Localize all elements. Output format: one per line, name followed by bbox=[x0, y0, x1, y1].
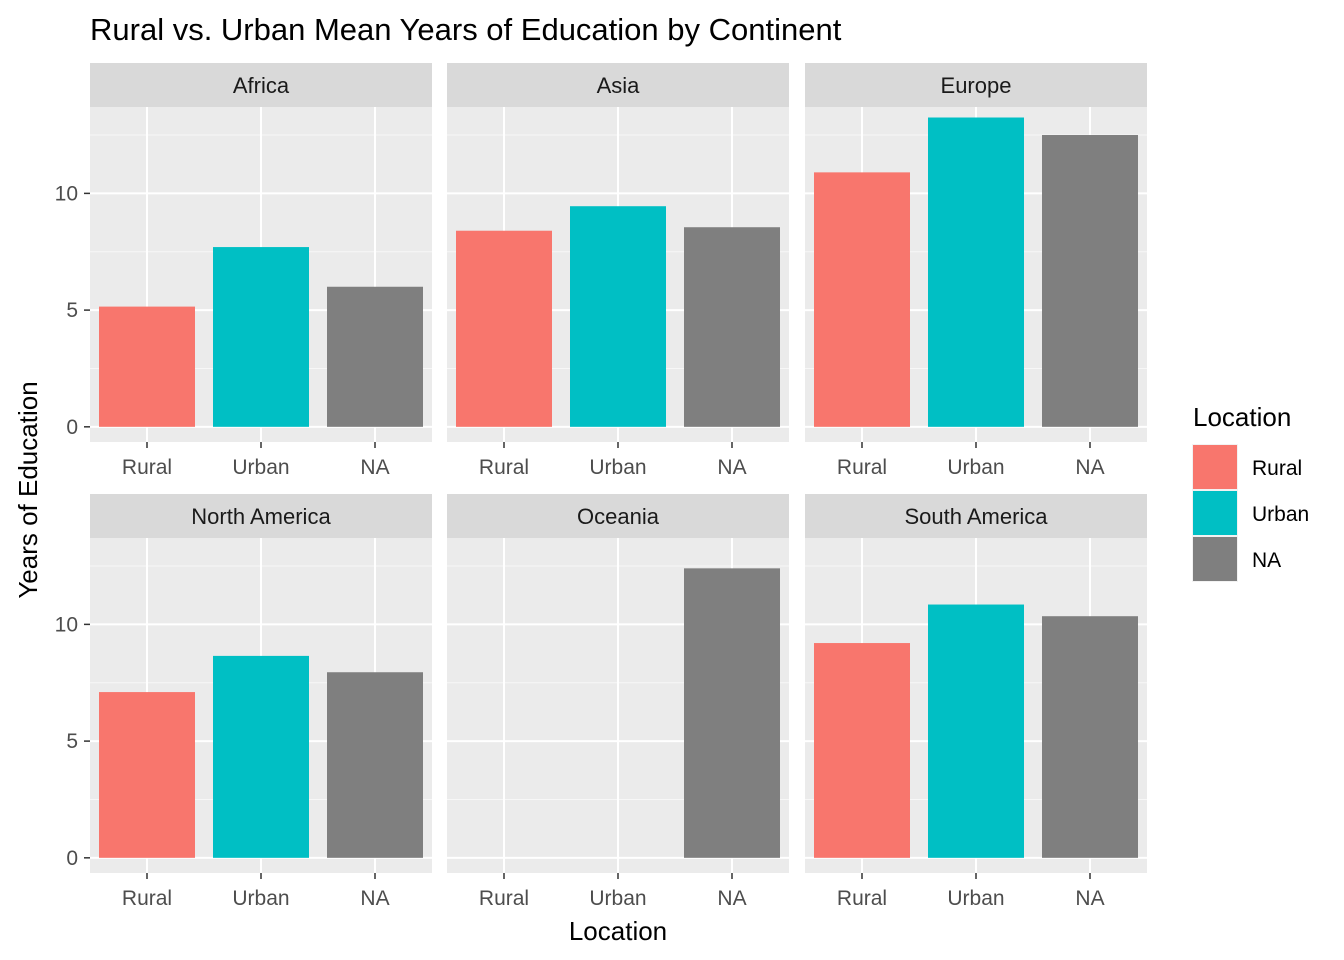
y-tick-label: 5 bbox=[66, 730, 78, 753]
bar-europe-urban bbox=[928, 117, 1024, 427]
x-tick-label: Rural bbox=[479, 456, 529, 479]
x-tick-label: NA bbox=[1075, 887, 1104, 910]
strip-label-south-america: South America bbox=[904, 504, 1048, 529]
bar-south-america-na bbox=[1042, 616, 1138, 858]
legend-label-rural: Rural bbox=[1252, 457, 1302, 480]
bar-africa-urban bbox=[213, 247, 309, 427]
x-tick-label: NA bbox=[1075, 456, 1104, 479]
x-tick-label: Rural bbox=[122, 887, 172, 910]
bar-asia-urban bbox=[570, 206, 666, 427]
bar-europe-na bbox=[1042, 135, 1138, 427]
strip-label-europe: Europe bbox=[941, 73, 1012, 98]
x-tick-label: Urban bbox=[947, 887, 1004, 910]
x-tick-label: Rural bbox=[837, 887, 887, 910]
panel-europe: Europe Rural Urban NA bbox=[805, 63, 1147, 479]
legend-swatch-urban bbox=[1193, 491, 1237, 535]
strip-africa bbox=[90, 63, 432, 107]
bar-south-america-rural bbox=[814, 643, 910, 858]
strip-europe bbox=[805, 63, 1147, 107]
bar-north-america-urban bbox=[213, 655, 309, 858]
panel-north-america: North America Rural Urban NA 0 5 10 bbox=[55, 494, 432, 910]
legend-label-na: NA bbox=[1252, 549, 1281, 572]
x-tick-label: Urban bbox=[232, 887, 289, 910]
y-tick-label: 0 bbox=[66, 847, 78, 870]
x-tick-label: Urban bbox=[589, 456, 646, 479]
x-tick-label: NA bbox=[717, 887, 746, 910]
strip-north-america bbox=[90, 494, 432, 538]
panel-oceania: Oceania Rural Urban NA bbox=[447, 494, 789, 910]
panel-africa: Africa Rural Urban NA 0 5 10 bbox=[55, 63, 432, 479]
bar-africa-na bbox=[327, 286, 423, 427]
y-tick-label: 5 bbox=[66, 299, 78, 322]
x-tick-label: NA bbox=[360, 887, 389, 910]
x-tick-label: Urban bbox=[947, 456, 1004, 479]
panel-south-america: South America Rural Urban NA bbox=[805, 494, 1147, 910]
strip-label-asia: Asia bbox=[597, 73, 641, 98]
y-axis-title: Years of Education bbox=[13, 381, 43, 598]
legend-swatch-rural bbox=[1193, 445, 1237, 489]
x-tick-label: Urban bbox=[589, 887, 646, 910]
bar-africa-rural bbox=[99, 306, 195, 427]
bar-asia-na bbox=[684, 227, 780, 427]
legend-swatch-na bbox=[1193, 537, 1237, 581]
legend: Location Rural Urban NA bbox=[1192, 402, 1309, 582]
bar-north-america-na bbox=[327, 672, 423, 858]
strip-asia bbox=[447, 63, 789, 107]
strip-label-oceania: Oceania bbox=[577, 504, 660, 529]
chart-title: Rural vs. Urban Mean Years of Education … bbox=[90, 12, 842, 47]
bar-europe-rural bbox=[814, 172, 910, 427]
x-tick-label: Rural bbox=[479, 887, 529, 910]
bar-south-america-urban bbox=[928, 604, 1024, 858]
bar-north-america-rural bbox=[99, 692, 195, 858]
strip-label-north-america: North America bbox=[191, 504, 331, 529]
legend-label-urban: Urban bbox=[1252, 503, 1309, 526]
strip-oceania bbox=[447, 494, 789, 538]
y-tick-label: 10 bbox=[55, 613, 78, 636]
bar-oceania-na bbox=[684, 568, 780, 858]
legend-title: Location bbox=[1193, 402, 1291, 432]
strip-label-africa: Africa bbox=[233, 73, 290, 98]
panel-asia: Asia Rural Urban NA bbox=[447, 63, 789, 479]
y-tick-label: 0 bbox=[66, 416, 78, 439]
x-tick-label: Rural bbox=[122, 456, 172, 479]
x-tick-label: NA bbox=[717, 456, 746, 479]
bar-asia-rural bbox=[456, 230, 552, 427]
strip-south-america bbox=[805, 494, 1147, 538]
x-tick-label: Rural bbox=[837, 456, 887, 479]
x-tick-label: NA bbox=[360, 456, 389, 479]
x-tick-label: Urban bbox=[232, 456, 289, 479]
y-tick-label: 10 bbox=[55, 182, 78, 205]
x-axis-title: Location bbox=[569, 916, 667, 946]
